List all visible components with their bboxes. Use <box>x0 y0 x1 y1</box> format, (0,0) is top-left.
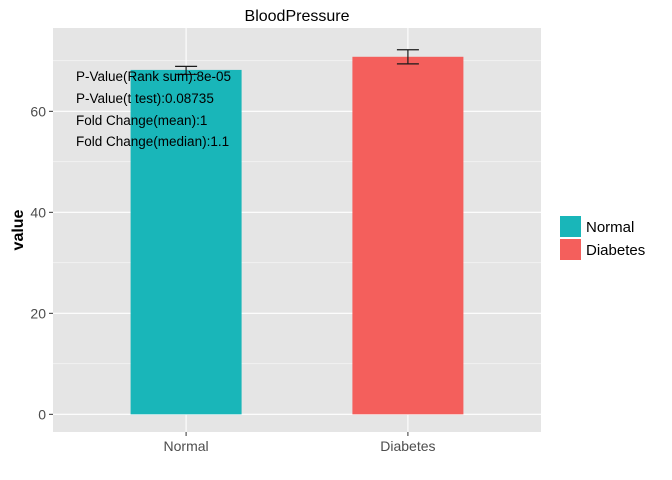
y-tick-label: 60 <box>30 103 46 119</box>
error-bars-layer <box>175 49 419 76</box>
legend-key-normal <box>560 216 581 237</box>
bar-normal <box>130 69 242 415</box>
legend: Normal Diabetes <box>560 216 645 260</box>
x-tick-label: Diabetes <box>380 438 435 454</box>
annotation-rank-sum: P-Value(Rank sum):8e-05 <box>76 69 231 84</box>
annotation-t-test: P-Value(t test):0.08735 <box>76 91 214 106</box>
y-tick-label: 20 <box>30 305 46 321</box>
y-tick-label: 40 <box>30 204 46 220</box>
annotation-fold-median: Fold Change(median):1.1 <box>76 134 229 149</box>
legend-label-diabetes: Diabetes <box>586 242 645 259</box>
x-tick-label: Normal <box>164 438 209 454</box>
plot-panel <box>53 28 541 432</box>
chart-title: BloodPressure <box>245 8 350 25</box>
legend-key-diabetes <box>560 239 581 260</box>
x-axis: Normal Diabetes <box>164 432 436 454</box>
y-axis-title: value <box>10 209 27 250</box>
bars-layer <box>130 56 464 415</box>
y-tick-label: 0 <box>38 406 46 422</box>
legend-label-normal: Normal <box>586 219 634 236</box>
y-axis: 0 20 40 60 <box>30 103 53 422</box>
bar-diabetes <box>352 56 464 415</box>
annotation-fold-mean: Fold Change(mean):1 <box>76 113 207 128</box>
annotations-layer: P-Value(Rank sum):8e-05 P-Value(t test):… <box>76 69 231 149</box>
